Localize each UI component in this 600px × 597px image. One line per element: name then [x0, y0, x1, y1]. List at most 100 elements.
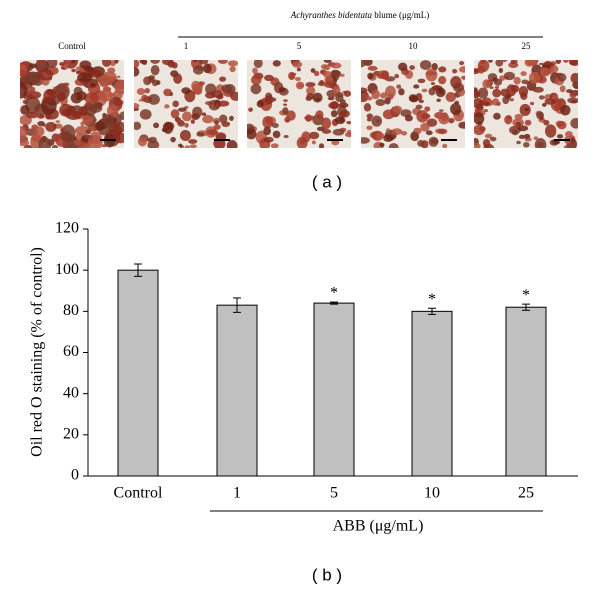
y-tick-label: 80 — [63, 302, 79, 319]
stain-blob — [450, 102, 462, 116]
stain-blob — [517, 125, 529, 132]
micrograph-label: Control — [58, 41, 86, 51]
stain-blob — [366, 113, 373, 119]
stain-blob — [539, 115, 544, 121]
stain-blob — [268, 97, 277, 102]
stain-blob — [338, 73, 345, 77]
stain-blob — [510, 60, 517, 65]
stain-blob — [438, 66, 447, 73]
stain-blob — [367, 72, 374, 80]
stain-blob — [514, 113, 523, 120]
stain-blob — [322, 70, 332, 78]
stain-blob — [571, 99, 578, 104]
stain-layer — [20, 60, 124, 148]
stain-blob — [500, 88, 510, 97]
stain-blob — [482, 101, 490, 106]
stain-blob — [474, 87, 478, 92]
stain-blob — [343, 90, 351, 97]
stain-blob — [78, 106, 88, 116]
stain-blob — [312, 92, 323, 103]
stain-blob — [318, 143, 325, 148]
stain-blob — [492, 88, 502, 98]
stain-blob — [288, 71, 296, 81]
stain-blob — [134, 121, 142, 131]
stain-blob — [524, 119, 532, 126]
stain-blob — [103, 71, 117, 81]
stain-blob — [272, 60, 281, 67]
stain-blob — [363, 103, 372, 112]
stain-blob — [114, 79, 124, 95]
error-bar — [522, 303, 530, 311]
stain-blob — [501, 60, 508, 62]
stain-blob — [179, 129, 191, 141]
stain-blob — [488, 60, 493, 63]
stain-blob — [338, 117, 345, 123]
stain-blob — [498, 67, 504, 74]
stain-blob — [134, 102, 140, 109]
stain-blob — [492, 98, 500, 106]
stain-blob — [361, 137, 370, 144]
stain-blob — [173, 73, 183, 84]
significance-label: * — [330, 285, 338, 302]
stain-blob — [45, 121, 57, 132]
error-bar — [233, 297, 241, 313]
stain-blob — [305, 81, 316, 88]
stain-blob — [188, 139, 198, 144]
error-bar — [134, 263, 142, 277]
stain-blob — [489, 86, 494, 89]
stain-blob — [428, 136, 439, 147]
title-rest: blume (μg/mL) — [374, 10, 429, 20]
stain-blob — [256, 100, 265, 108]
stain-blob — [25, 111, 39, 119]
stain-blob — [191, 80, 201, 92]
stain-blob — [22, 99, 29, 104]
stain-blob — [539, 62, 544, 66]
stain-blob — [191, 113, 200, 119]
y-tick-label: 20 — [63, 426, 79, 443]
stain-blob — [213, 124, 221, 130]
stain-blob — [295, 81, 305, 90]
micrograph — [474, 60, 578, 148]
stain-blob — [523, 142, 530, 148]
stain-blob — [201, 112, 207, 116]
stain-blob — [520, 92, 528, 100]
stain-blob — [76, 70, 81, 75]
stain-blob — [46, 60, 58, 69]
stain-blob — [489, 136, 497, 142]
stain-blob — [477, 87, 489, 99]
stain-blob — [106, 104, 119, 118]
stain-blob — [84, 92, 99, 104]
stain-blob — [544, 124, 557, 138]
stain-blob — [39, 114, 44, 119]
stain-blob — [417, 140, 425, 147]
stain-blob — [37, 68, 54, 81]
stain-blob — [184, 145, 191, 148]
stain-blob — [101, 60, 112, 68]
stain-blob — [493, 112, 501, 120]
stain-blob — [474, 124, 485, 136]
stain-blob — [417, 78, 426, 84]
stain-blob — [559, 85, 566, 93]
stain-blob — [563, 144, 574, 148]
stain-blob — [224, 84, 236, 95]
stain-blob — [283, 134, 289, 139]
stain-blob — [332, 128, 345, 136]
stain-blob — [172, 100, 179, 108]
x-tick-label: 25 — [518, 485, 534, 502]
stain-blob — [283, 103, 288, 106]
stain-blob — [31, 124, 39, 130]
stain-blob — [227, 60, 238, 67]
stain-blob — [164, 104, 170, 109]
stain-blob — [253, 60, 263, 69]
stain-blob — [495, 60, 504, 67]
stain-blob — [262, 115, 273, 129]
stain-blob — [521, 79, 529, 85]
stain-blob — [556, 134, 564, 139]
stain-blob — [383, 134, 394, 142]
micrograph — [20, 60, 124, 148]
stain-blob — [493, 78, 503, 86]
stain-blob — [20, 105, 30, 115]
stain-blob — [51, 144, 59, 148]
stain-blob — [114, 132, 124, 144]
stain-blob — [101, 114, 115, 126]
